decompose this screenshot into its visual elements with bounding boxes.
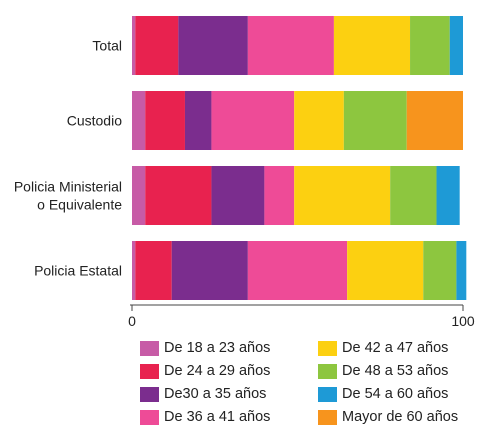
legend-label: De30 a 35 años: [164, 386, 267, 402]
legend-swatch: [140, 363, 159, 379]
bar-segment: [423, 241, 457, 300]
legend-label: De 54 a 60 años: [342, 386, 449, 402]
bar-segment: [436, 166, 460, 225]
legend-label: De 24 a 29 años: [164, 363, 271, 379]
legend-item: De30 a 35 años: [140, 384, 266, 404]
bar-segment: [456, 241, 467, 300]
bar-segment: [294, 166, 391, 225]
x-tick-label: 100: [451, 313, 475, 329]
legend-item: Mayor de 60 años: [318, 407, 458, 427]
legend-swatch: [140, 409, 159, 425]
legend-swatch: [318, 409, 337, 425]
bar-segment: [184, 91, 212, 150]
bar-segment: [132, 166, 146, 225]
category-labels: Total Custodio Policia Ministerial o Equiva…: [14, 38, 122, 279]
legend-item: De 18 a 23 años: [140, 338, 270, 358]
bar-segment: [347, 241, 424, 300]
bar-segment: [145, 91, 185, 150]
bar-segment: [247, 241, 348, 300]
legend-item: De 54 a 60 años: [318, 384, 448, 404]
legend-item: De 48 a 53 años: [318, 361, 448, 381]
legend-swatch: [318, 363, 337, 379]
bar-segment: [449, 16, 463, 75]
bar-segment: [247, 16, 334, 75]
bar-segment: [406, 91, 463, 150]
bar-segment: [343, 91, 407, 150]
bar-segment: [211, 91, 295, 150]
bar-segment: [178, 16, 248, 75]
legend-swatch: [140, 340, 159, 356]
bar-segment: [145, 166, 212, 225]
bar-segment: [135, 16, 179, 75]
legend-item: De 24 a 29 años: [140, 361, 270, 381]
bar-segment: [135, 241, 172, 300]
legend-label: De 48 a 53 años: [342, 363, 449, 379]
x-axis-ticks: 0 100: [128, 305, 475, 329]
legend-swatch: [140, 386, 159, 402]
bar-segment: [294, 91, 344, 150]
bar-segment: [410, 16, 450, 75]
legend-item: De 42 a 47 años: [318, 338, 448, 358]
x-tick-label: 0: [128, 313, 136, 329]
bar-segment: [171, 241, 248, 300]
bar-segment: [390, 166, 437, 225]
bar-segment: [132, 241, 136, 300]
stacked-bar-chart: Total Custodio Policia Ministerial o Equiva…: [14, 16, 475, 329]
bar-segment: [132, 16, 136, 75]
legend-item: De 36 a 41 años: [140, 407, 270, 427]
category-label: Policia Ministerial o Equivalente: [14, 179, 122, 213]
bar-segment: [132, 91, 146, 150]
bar-segment: [211, 166, 265, 225]
legend-label: De 42 a 47 años: [342, 340, 449, 356]
bar-segments: [132, 16, 467, 300]
category-label: Policia Estatal: [34, 263, 122, 279]
legend-label: Mayor de 60 años: [342, 409, 459, 425]
legend-swatch: [318, 340, 337, 356]
bar-segment: [333, 16, 411, 75]
bar-segment: [264, 166, 295, 225]
category-label: Total: [92, 38, 122, 54]
legend-label: De 36 a 41 años: [164, 409, 271, 425]
category-label: Custodio: [67, 113, 122, 129]
legend-swatch: [318, 386, 337, 402]
legend-label: De 18 a 23 años: [164, 340, 271, 356]
